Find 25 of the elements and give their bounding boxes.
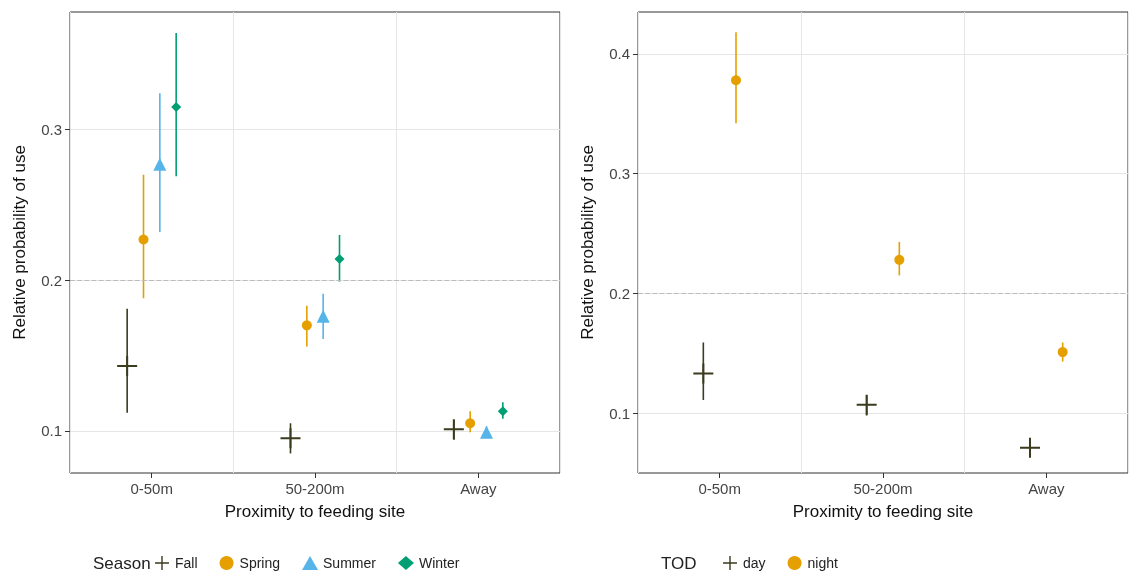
x-tick-label: 50-200m (285, 480, 345, 497)
y-tick-label: 0.4 (609, 45, 630, 63)
y-tick-label: 0.1 (41, 422, 62, 440)
x-axis-title: Proximity to feeding site (792, 502, 974, 521)
legend-label: day (743, 555, 766, 571)
legend-title: Season (93, 554, 151, 573)
legend-label: Fall (175, 555, 198, 571)
y-tick-label: 0.1 (609, 404, 630, 422)
x-tick-label: Away (460, 480, 498, 497)
legend-label: Spring (239, 555, 281, 571)
x-axis-title: Proximity to feeding site (224, 502, 406, 521)
x-tick-label: 0-50m (698, 480, 741, 497)
x-tick-label: Away (1028, 480, 1066, 497)
legend-label: Summer (323, 555, 377, 571)
legend-label: Winter (418, 555, 460, 571)
legend-label: night (807, 555, 839, 571)
x-tick-label: 0-50m (130, 480, 173, 497)
y-tick-label: 0.3 (41, 121, 62, 139)
x-tick-label: 50-200m (853, 480, 913, 497)
y-tick-label: 0.3 (609, 165, 630, 183)
y-tick-label: 0.2 (609, 284, 630, 302)
y-axis-title: Relative probability of use (10, 145, 29, 340)
y-axis-title: Relative probability of use (578, 145, 597, 340)
legend-title: TOD (661, 554, 697, 573)
y-tick-label: 0.2 (41, 271, 62, 289)
